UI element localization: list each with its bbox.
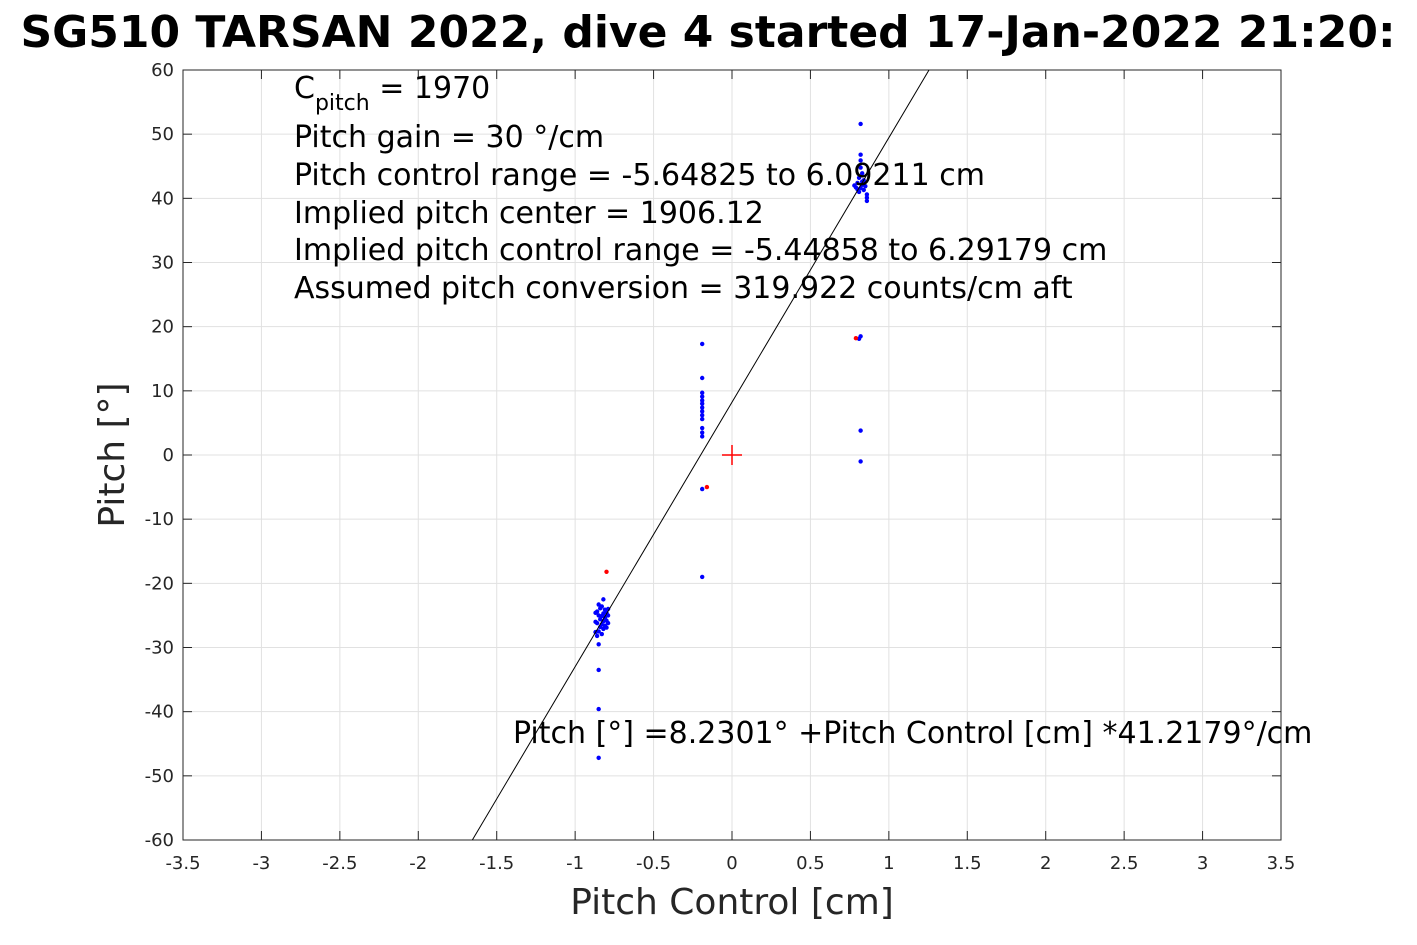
- data-point: [699, 425, 705, 431]
- data-point: [699, 401, 705, 406]
- x-tick-label: 2: [1040, 853, 1051, 874]
- fit-equation-label: Pitch [°] =8.2301° +Pitch Control [cm] *…: [513, 716, 1312, 751]
- y-tick-label: -10: [145, 509, 174, 530]
- annotation-block: Cpitch = 1970 Pitch gain = 30 °/cm Pitch…: [294, 71, 1107, 306]
- data-point: [599, 604, 605, 609]
- data-point: [864, 192, 870, 197]
- data-point: [855, 180, 860, 186]
- data-point: [858, 121, 863, 127]
- data-point: [699, 430, 705, 435]
- cpitch-subscript: pitch: [315, 91, 370, 116]
- y-tick-label: -60: [145, 830, 174, 851]
- data-point: [699, 574, 705, 580]
- data-point: [699, 394, 705, 399]
- data-point: [861, 187, 866, 193]
- data-point: [858, 459, 863, 464]
- data-point: [699, 375, 705, 381]
- data-point: [699, 416, 705, 422]
- data-point: [864, 195, 870, 200]
- data-point: [858, 165, 863, 170]
- x-tick-label: -3: [252, 853, 270, 874]
- grid-lines: [182, 69, 1282, 841]
- data-point: [858, 152, 863, 157]
- fit-line-group: [471, 69, 930, 841]
- data-point: [604, 569, 609, 574]
- data-point: [699, 398, 705, 403]
- data-point: [699, 434, 705, 439]
- y-tick-label: -30: [145, 638, 174, 659]
- axis-ticks: -3.5 -3 -2.5 -2 -1.5 -1 -0.5 0 0.5 1 1.5 2 2.5 3 3.5 60…: [145, 60, 1296, 874]
- y-tick-label: 60: [151, 60, 174, 81]
- y-tick-label: -20: [145, 573, 174, 594]
- data-point: [699, 413, 705, 418]
- x-tick-label: -3.5: [165, 853, 200, 874]
- data-point: [594, 633, 600, 639]
- x-tick-label: 0: [726, 853, 737, 874]
- y-tick-label: 0: [163, 445, 174, 466]
- data-point: [859, 171, 865, 176]
- annotation-line: Implied pitch control range = -5.44858 t…: [294, 233, 1107, 268]
- annotation-line: Implied pitch center = 1906.12: [294, 196, 764, 231]
- cpitch-value: = 1970: [370, 71, 491, 106]
- data-point: [853, 336, 859, 341]
- x-tick-label: -1: [566, 853, 584, 874]
- annotation-line: Pitch control range = -5.64825 to 6.0921…: [294, 158, 985, 193]
- x-tick-label: 0.5: [796, 853, 825, 874]
- y-tick-label: 20: [151, 317, 174, 338]
- x-tick-label: 3: [1197, 853, 1208, 874]
- data-point: [599, 631, 605, 637]
- y-axis-title: Pitch [°]: [92, 382, 133, 527]
- y-tick-label: -40: [145, 702, 174, 723]
- x-tick-label: -1.5: [479, 853, 514, 874]
- x-tick-label: -0.5: [636, 853, 671, 874]
- data-point: [605, 613, 611, 618]
- data-point: [596, 642, 601, 647]
- data-marks: [593, 121, 870, 761]
- cpitch-symbol: C: [294, 71, 315, 106]
- data-point: [858, 428, 863, 433]
- x-axis-title: Pitch Control [cm]: [570, 882, 894, 923]
- data-point: [864, 198, 870, 204]
- x-tick-label: 1: [883, 853, 894, 874]
- data-point: [596, 755, 601, 761]
- data-point: [596, 667, 601, 673]
- annotation-cpitch: Cpitch = 1970: [294, 71, 490, 116]
- data-point: [856, 175, 862, 180]
- data-point: [593, 610, 598, 616]
- fit-line: [471, 69, 930, 841]
- y-tick-label: 30: [151, 253, 174, 274]
- x-tick-label: -2.5: [322, 853, 357, 874]
- data-point: [699, 486, 705, 492]
- x-tick-label: 2.5: [1110, 853, 1139, 874]
- data-point: [593, 619, 598, 625]
- data-point: [604, 625, 609, 630]
- x-tick-label: 1.5: [953, 853, 982, 874]
- data-point: [863, 183, 868, 189]
- data-point: [852, 183, 857, 188]
- annotation-line: Assumed pitch conversion = 319.922 count…: [294, 271, 1073, 306]
- data-point: [605, 620, 611, 626]
- data-point: [699, 409, 705, 414]
- y-tick-label: 50: [151, 124, 174, 145]
- x-tick-label: -2: [409, 853, 427, 874]
- data-point: [601, 597, 606, 602]
- chart-title: SG510 TARSAN 2022, dive 4 started 17-Jan…: [20, 7, 1395, 58]
- data-point: [699, 405, 705, 410]
- y-tick-label: -50: [145, 766, 174, 787]
- annotation-line: Pitch gain = 30 °/cm: [294, 120, 604, 155]
- x-tick-label: 3.5: [1267, 853, 1296, 874]
- y-tick-label: 10: [151, 381, 174, 402]
- data-point: [596, 706, 601, 712]
- data-point: [699, 390, 705, 395]
- center-marker-group: [722, 445, 742, 465]
- data-point: [704, 484, 710, 490]
- data-point: [858, 158, 863, 163]
- y-tick-label: 40: [151, 188, 174, 209]
- data-point: [699, 341, 705, 347]
